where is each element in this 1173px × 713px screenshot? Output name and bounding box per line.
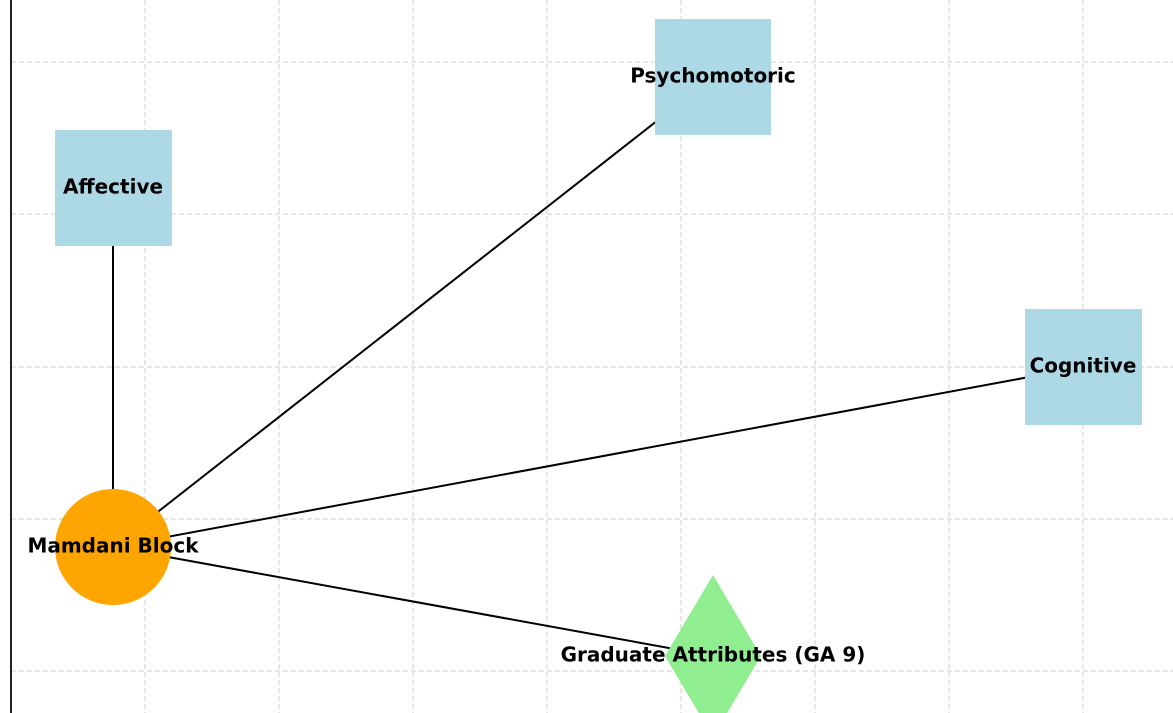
edge: [112, 546, 714, 657]
node-label: Graduate Attributes (GA 9): [561, 643, 866, 667]
grid: [11, 0, 1173, 713]
edge: [112, 76, 714, 548]
node-box: [1025, 309, 1142, 425]
edges: [112, 76, 1084, 657]
node-label: Psychomotoric: [630, 64, 796, 88]
node-box: [55, 130, 172, 246]
edge: [112, 366, 1084, 548]
labels: Mamdani Block Affective Psychomotoric Co…: [27, 64, 1136, 667]
node-diamond: [665, 575, 761, 713]
node-label: Cognitive: [1030, 354, 1137, 378]
node-box: [655, 19, 771, 135]
node-label: Affective: [63, 175, 163, 199]
node-label: Mamdani Block: [27, 534, 199, 558]
nodes: [55, 19, 1142, 713]
node-circle: [55, 489, 171, 605]
